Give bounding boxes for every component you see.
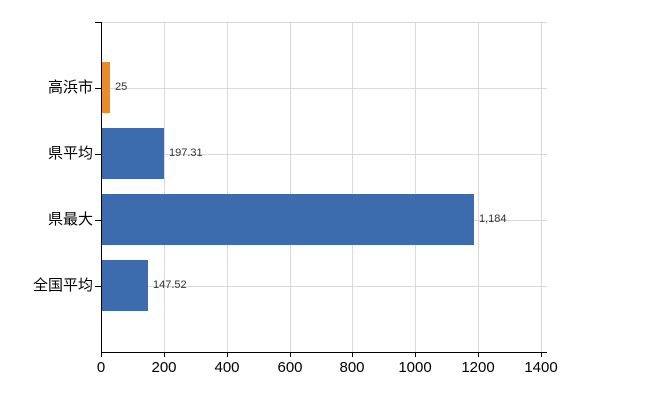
gridline-horizontal (101, 88, 547, 89)
bar (102, 260, 148, 311)
category-label: 県最大 (47, 211, 93, 228)
value-label: 147.52 (153, 279, 187, 291)
gridline-horizontal (101, 154, 547, 155)
category-label: 高浜市 (47, 79, 93, 96)
y-tick-mark (95, 220, 101, 221)
category-label: 全国平均 (32, 277, 93, 294)
value-label: 1,184 (479, 213, 507, 225)
gridline-vertical (227, 22, 228, 352)
plot-top-border (101, 22, 547, 23)
x-axis (101, 352, 547, 353)
y-axis (101, 22, 102, 352)
x-tick-mark (227, 352, 228, 357)
x-tick-mark (164, 352, 165, 357)
x-tick-label: 1000 (398, 359, 432, 376)
x-tick-label: 200 (151, 359, 177, 376)
y-axis-top-tick (95, 22, 101, 23)
x-tick-label: 800 (339, 359, 365, 376)
x-tick-label: 1400 (524, 359, 558, 376)
value-label: 25 (115, 81, 128, 93)
x-tick-mark (541, 352, 542, 357)
x-tick-label: 600 (277, 359, 303, 376)
x-tick-mark (352, 352, 353, 357)
gridline-vertical (352, 22, 353, 352)
value-label: 197.31 (169, 147, 203, 159)
bar (102, 194, 474, 245)
gridline-vertical (541, 22, 542, 352)
gridline-vertical (478, 22, 479, 352)
bar (102, 62, 110, 113)
x-tick-label: 400 (214, 359, 240, 376)
x-tick-mark (478, 352, 479, 357)
y-tick-mark (95, 88, 101, 89)
gridline-vertical (290, 22, 291, 352)
y-tick-mark (95, 154, 101, 155)
gridline-horizontal (101, 286, 547, 287)
x-tick-mark (415, 352, 416, 357)
x-tick-label: 0 (96, 359, 106, 376)
x-tick-mark (101, 352, 102, 357)
x-tick-mark (290, 352, 291, 357)
gridline-vertical (415, 22, 416, 352)
x-tick-label: 1200 (461, 359, 495, 376)
bar (102, 128, 164, 179)
category-label: 県平均 (47, 145, 93, 162)
y-tick-mark (95, 286, 101, 287)
gridline-vertical (164, 22, 165, 352)
